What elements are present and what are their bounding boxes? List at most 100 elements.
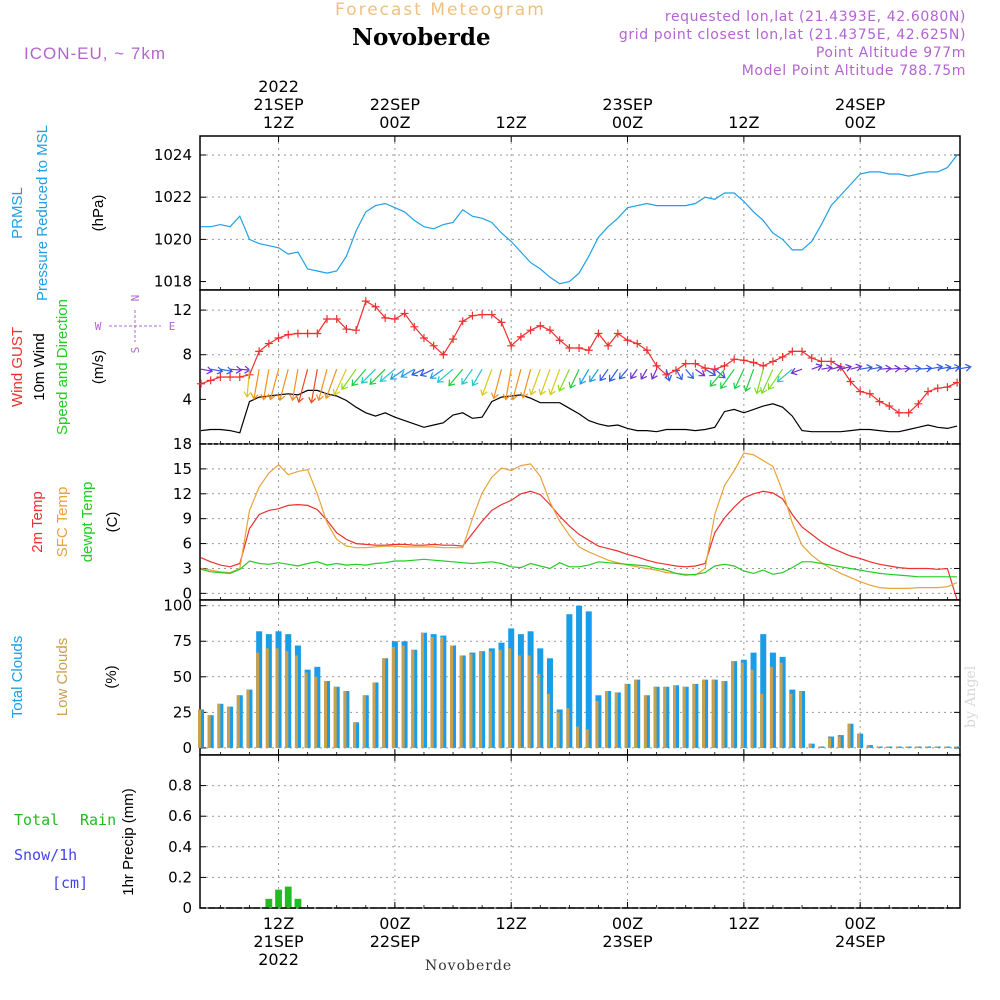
10m-wind-line [200, 389, 958, 434]
wind-direction-arrow [568, 368, 580, 389]
gust-marker [575, 344, 584, 353]
low-clouds-bar [401, 645, 405, 748]
low-clouds-bar [498, 649, 502, 748]
y-tick-label: 4 [182, 390, 192, 408]
rain-bar [284, 886, 292, 908]
panel-frame [199, 289, 961, 445]
clouds-unit-label: (%) [103, 665, 120, 688]
gust-marker [778, 352, 787, 361]
low-clouds-bar [895, 746, 899, 748]
gust-marker [449, 335, 458, 344]
low-clouds-bar [450, 645, 454, 748]
wind-direction-arrow [267, 369, 280, 401]
low-clouds-bar [197, 709, 201, 748]
precip-total-label: Total [14, 811, 59, 829]
gust-marker [914, 399, 923, 408]
y-tick-label: 0 [182, 899, 192, 917]
2m-temp-line [200, 490, 958, 601]
bottom-axis-hour: 00Z [845, 914, 876, 933]
total-clouds-bar [585, 611, 592, 748]
gust-marker [293, 329, 302, 338]
gust-marker [264, 339, 273, 348]
gust-marker [768, 357, 777, 366]
wind-direction-arrow [296, 369, 309, 404]
wind-gust-label: Wind GUST [9, 327, 26, 407]
temp-dewpt-label: dewpt Temp [79, 482, 96, 563]
gust-marker [827, 357, 836, 366]
bottom-axis-hour: 00Z [379, 914, 410, 933]
wind-direction-arrow [220, 366, 234, 375]
gust-marker [332, 315, 341, 324]
pressure-unit-label: (hPa) [90, 195, 107, 232]
low-clouds-bar [353, 722, 357, 748]
gust-marker [739, 356, 748, 365]
wind-direction-arrow [471, 368, 483, 387]
wind-direction-arrow [528, 368, 541, 396]
top-axis-hour: 12Z [263, 113, 294, 132]
y-tick-label: 15 [173, 460, 192, 478]
wind-direction-arrow [502, 369, 512, 401]
low-clouds-bar [653, 686, 657, 748]
gust-marker [197, 379, 205, 388]
wind-direction-arrow [733, 368, 745, 390]
gust-marker [846, 377, 855, 386]
low-clouds-bar [905, 746, 909, 748]
low-clouds-bar [663, 686, 667, 748]
low-clouds-bar [643, 695, 647, 748]
wind-direction-arrow [811, 363, 823, 371]
wind-direction-arrow [760, 368, 774, 395]
low-clouds-bar [944, 746, 948, 748]
y-tick-label: 50 [173, 668, 192, 686]
wind-direction-arrow [429, 368, 444, 379]
wind-direction-arrow [419, 368, 434, 377]
low-clouds-bar [876, 746, 880, 748]
wind-direction-arrow [250, 369, 260, 401]
low-clouds-bar [828, 737, 832, 748]
gust-marker [904, 408, 913, 417]
gust-marker [759, 361, 768, 370]
low-clouds-bar [769, 666, 773, 748]
low-clouds-bar [605, 691, 609, 748]
panel-frame [199, 135, 961, 291]
wind-direction-arrow [947, 363, 961, 372]
wind-direction-arrow [664, 369, 673, 382]
wind-direction-arrow [850, 363, 863, 372]
gust-marker [303, 329, 312, 338]
gust-marker [361, 297, 370, 306]
wind-direction-arrow [599, 368, 609, 382]
gust-marker [419, 333, 428, 342]
wind-direction-arrow [709, 368, 725, 387]
wind-direction-arrow [210, 366, 224, 375]
gust-marker [953, 378, 962, 387]
low-clouds-bar [866, 745, 870, 748]
low-clouds-bar [382, 658, 386, 748]
gust-marker [749, 358, 758, 367]
gust-marker [604, 341, 613, 350]
low-clouds-bar [915, 746, 919, 748]
gust-marker [410, 322, 419, 331]
wind-direction-arrow [609, 368, 619, 382]
gust-marker [390, 315, 399, 324]
y-tick-label: 1024 [154, 146, 192, 164]
pressure-label-prmsl: PRMSL [9, 187, 26, 239]
y-tick-label: 18 [173, 435, 192, 453]
gust-marker [487, 310, 496, 319]
bottom-axis-year: 2022 [258, 950, 299, 969]
wind-direction-arrow [480, 368, 493, 397]
wind-direction-arrow [898, 364, 911, 373]
wind-direction-arrow [840, 363, 853, 372]
low-clouds-bar [934, 746, 938, 748]
rain-bar [265, 898, 273, 908]
low-clouds-bar [760, 693, 764, 748]
wind-direction-arrow [821, 364, 833, 373]
total-clouds-label: Total Clouds [9, 636, 26, 719]
panel-pressure [199, 135, 961, 291]
bottom-axis-date: 23SEP [602, 932, 653, 951]
bottom-axis-date: 21SEP [253, 932, 304, 951]
y-tick-label: 0 [182, 584, 192, 602]
bottom-axis-hour: 00Z [612, 914, 643, 933]
gust-marker [468, 311, 477, 320]
bottom-axis-hour: 12Z [263, 914, 294, 933]
low-clouds-bar [265, 648, 269, 748]
